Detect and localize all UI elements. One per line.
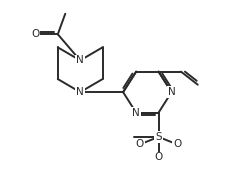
Text: N: N — [76, 87, 84, 97]
Text: O: O — [154, 152, 163, 162]
Text: O: O — [31, 29, 39, 39]
Text: O: O — [173, 139, 181, 149]
Text: N: N — [76, 55, 84, 65]
Text: N: N — [168, 87, 176, 97]
Text: S: S — [155, 132, 162, 142]
Text: O: O — [136, 139, 144, 149]
Text: N: N — [132, 108, 140, 118]
